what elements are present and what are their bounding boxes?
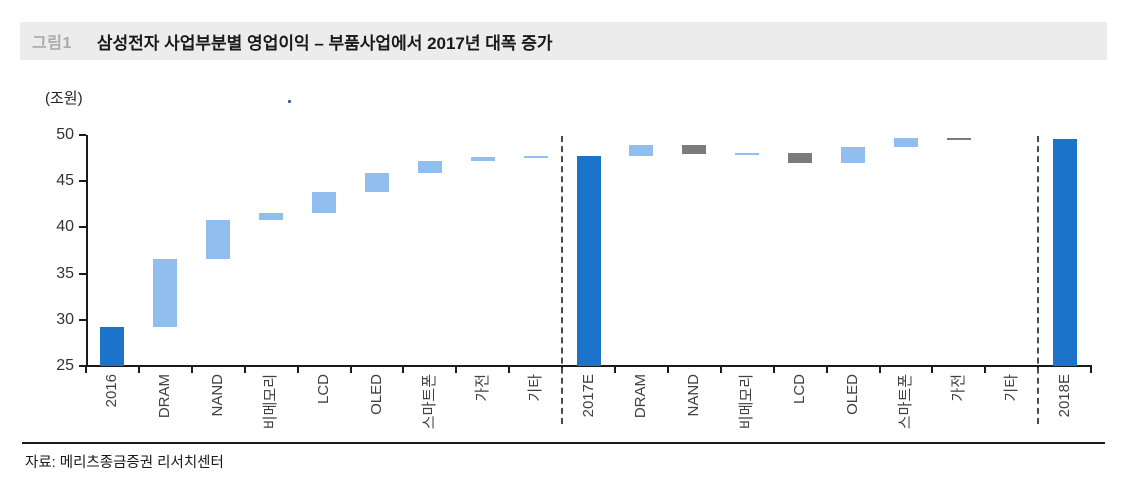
x-axis xyxy=(86,365,1092,367)
footer-divider xyxy=(22,442,1105,444)
x-category-label: 비메모리 xyxy=(262,374,280,430)
x-tick-mark xyxy=(402,367,405,373)
waterfall-bar xyxy=(576,156,601,366)
y-tick-mark xyxy=(79,272,86,275)
x-category-label: NAND xyxy=(209,374,227,417)
x-category-label: 가전 xyxy=(949,374,967,402)
x-tick-mark xyxy=(984,367,987,373)
y-tick-label: 50 xyxy=(56,126,74,143)
figure-header: 그림1 삼성전자 사업부분별 영업이익 – 부품사업에서 2017년 대폭 증가 xyxy=(20,22,1107,60)
x-category-label: DRAM xyxy=(632,374,650,419)
waterfall-bar xyxy=(470,157,495,161)
y-tick-mark xyxy=(79,180,86,183)
x-category-label: 기타 xyxy=(1002,374,1020,402)
x-tick-mark xyxy=(508,367,511,373)
waterfall-bar xyxy=(259,212,284,220)
x-category-label: 기타 xyxy=(526,374,544,402)
y-tick-label: 30 xyxy=(56,310,74,328)
waterfall-bar xyxy=(153,258,178,328)
x-tick-mark xyxy=(825,367,828,373)
waterfall-bar xyxy=(206,220,231,259)
x-category-label: LCD xyxy=(791,374,809,405)
x-tick-mark xyxy=(719,367,722,373)
x-category-label: 스마트폰 xyxy=(896,374,914,430)
stray-dot xyxy=(288,100,291,103)
waterfall-bar xyxy=(788,152,813,163)
x-category-label: OLED xyxy=(367,374,385,415)
x-category-label: 2017E xyxy=(579,374,597,418)
x-tick-mark xyxy=(349,367,352,373)
y-tick-label: 45 xyxy=(56,172,74,190)
y-tick-mark xyxy=(79,134,86,136)
y-tick-label: 40 xyxy=(56,218,74,236)
figure-title: 삼성전자 사업부분별 영업이익 – 부품사업에서 2017년 대폭 증가 xyxy=(96,33,553,53)
x-tick-mark xyxy=(878,367,881,373)
x-tick-mark xyxy=(666,367,669,373)
waterfall-bar xyxy=(312,192,337,213)
x-tick-mark xyxy=(931,367,934,373)
x-category-label: NAND xyxy=(685,374,703,417)
y-axis-unit-label: (조원) xyxy=(45,90,83,107)
x-tick-mark xyxy=(772,367,775,373)
y-tick-label: 35 xyxy=(56,264,74,282)
figure-number: 그림1 xyxy=(32,35,72,52)
y-tick-mark xyxy=(79,226,86,229)
x-tick-mark xyxy=(190,367,193,373)
waterfall-bar xyxy=(893,137,918,147)
waterfall-bar xyxy=(364,172,389,193)
waterfall-bar xyxy=(946,137,971,140)
source-note: 자료: 메리츠종금증권 리서치센터 xyxy=(25,455,224,471)
x-category-label: LCD xyxy=(315,374,333,405)
x-tick-mark xyxy=(455,367,458,373)
x-tick-mark xyxy=(1090,367,1093,373)
x-category-label: 가전 xyxy=(473,374,491,402)
y-tick-label: 25 xyxy=(56,357,74,374)
waterfall-bar xyxy=(682,145,707,155)
separator-dashed-line xyxy=(561,136,564,424)
y-axis xyxy=(86,135,88,367)
waterfall-bar xyxy=(735,152,760,155)
waterfall-bar xyxy=(841,147,866,163)
x-tick-mark xyxy=(85,367,87,373)
x-category-label: 2016 xyxy=(103,374,121,408)
waterfall-bar xyxy=(417,160,442,173)
x-category-label: 스마트폰 xyxy=(420,374,438,430)
waterfall-bar xyxy=(1052,138,1077,366)
x-tick-mark xyxy=(243,367,246,373)
y-tick-mark xyxy=(79,318,86,321)
x-category-label: DRAM xyxy=(156,374,174,419)
x-category-label: OLED xyxy=(844,374,862,415)
x-category-label: 2018E xyxy=(1055,374,1073,418)
waterfall-bar xyxy=(100,327,125,366)
x-tick-mark xyxy=(614,367,616,373)
x-category-label: 비메모리 xyxy=(738,374,756,430)
x-tick-mark xyxy=(137,367,140,373)
waterfall-bar xyxy=(523,156,548,159)
y-tick-mark xyxy=(79,365,86,367)
separator-dashed-line xyxy=(1037,136,1040,424)
x-tick-mark xyxy=(296,367,299,373)
waterfall-bar xyxy=(629,145,654,157)
